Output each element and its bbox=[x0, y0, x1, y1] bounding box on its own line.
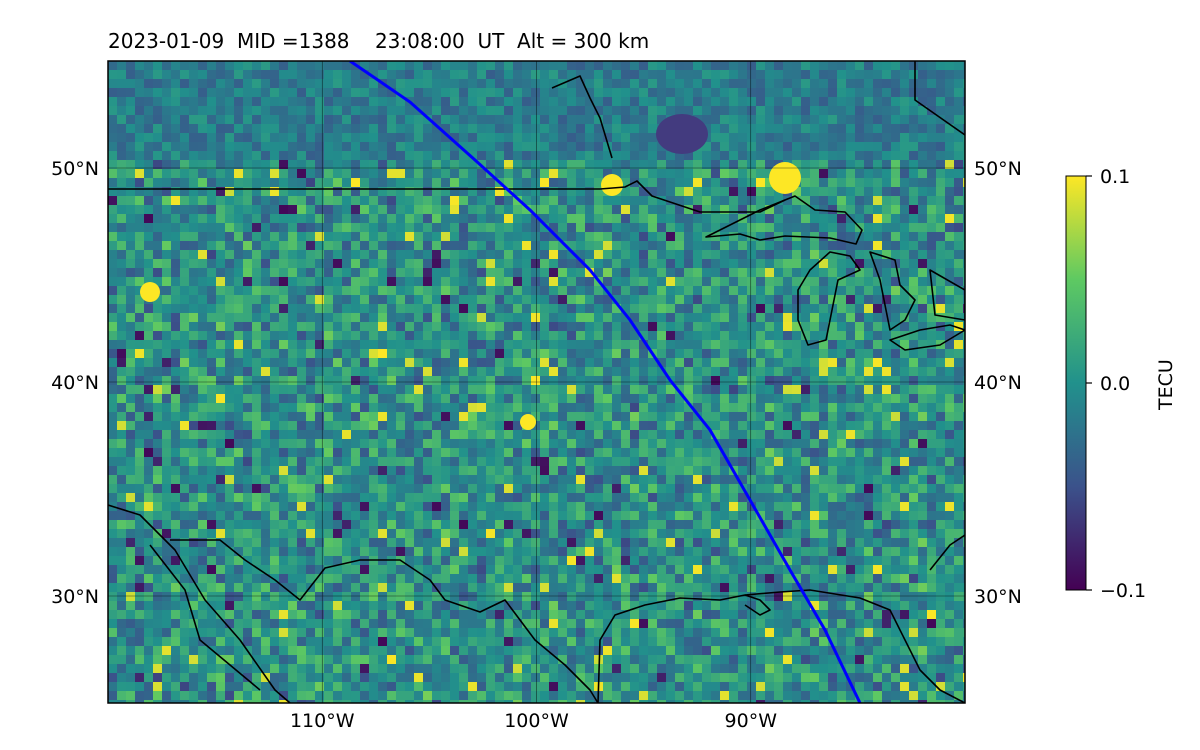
latitude-tick-label-left: 30°N bbox=[51, 586, 99, 608]
map-frame bbox=[107, 60, 966, 704]
lake-superior bbox=[705, 195, 863, 245]
latitude-tick-label-right: 30°N bbox=[974, 586, 1022, 608]
colorbar bbox=[1065, 175, 1087, 591]
latitude-tick-label-right: 40°N bbox=[974, 372, 1022, 394]
northeast-coast bbox=[914, 61, 965, 136]
us-canada-border bbox=[108, 180, 786, 213]
colorbar-ticks: 0.1 0.0 −0.1 bbox=[1086, 166, 1146, 602]
colorbar-tick-label: 0.1 bbox=[1100, 166, 1130, 188]
longitude-ticks: 110°W 100°W 90°W bbox=[290, 710, 777, 732]
map-title: 2023-01-09 MID =1388 23:08:00 UT Alt = 3… bbox=[108, 29, 650, 53]
hudson-bay-shore bbox=[551, 75, 613, 159]
tec-heatmap bbox=[108, 61, 965, 703]
great-lakes-east bbox=[929, 269, 965, 321]
florida-coast bbox=[929, 534, 965, 571]
latitude-tick-label-left: 50°N bbox=[51, 158, 99, 180]
longitude-tick-label: 90°W bbox=[725, 710, 778, 732]
latitude-tick-label-right: 50°N bbox=[974, 158, 1022, 180]
mississippi-delta bbox=[744, 594, 771, 616]
lake-huron bbox=[869, 251, 916, 331]
gulf-coast bbox=[597, 589, 965, 703]
coastlines bbox=[108, 61, 965, 703]
mexico-west-coast bbox=[108, 504, 291, 703]
colorbar-tick-label: −0.1 bbox=[1100, 580, 1146, 602]
lake-michigan bbox=[797, 251, 861, 346]
lake-erie bbox=[889, 324, 965, 351]
solar-terminator-line bbox=[349, 61, 862, 703]
latitude-tick-label-left: 40°N bbox=[51, 372, 99, 394]
latitude-ticks: 50°N 50°N 40°N 40°N 30°N 30°N bbox=[51, 158, 1022, 608]
baja-california bbox=[149, 544, 261, 691]
longitude-tick-label: 110°W bbox=[290, 710, 355, 732]
us-mexico-border bbox=[170, 539, 599, 703]
longitude-tick-label: 100°W bbox=[504, 710, 569, 732]
colorbar-tick-label: 0.0 bbox=[1100, 373, 1130, 395]
map-gridlines bbox=[108, 61, 965, 703]
colorbar-label: TECU bbox=[1155, 359, 1177, 410]
